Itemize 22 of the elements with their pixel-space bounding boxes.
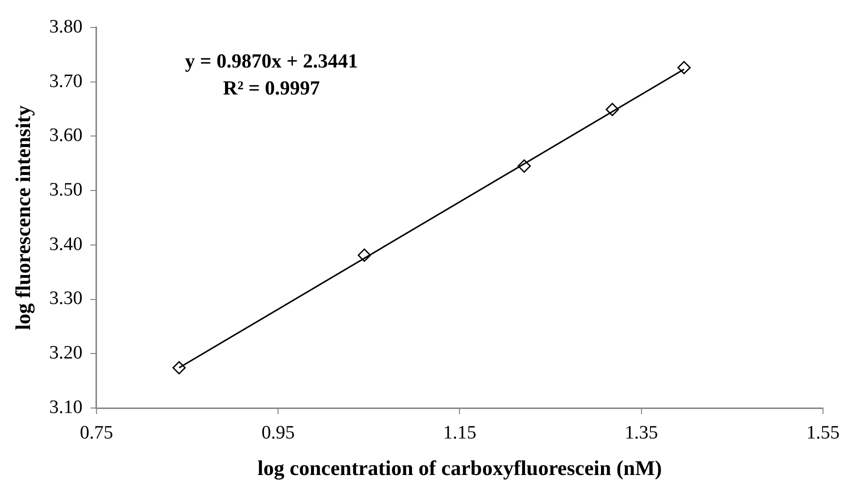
y-tick-label: 3.10 <box>49 396 82 418</box>
y-tick-label: 3.40 <box>49 234 82 255</box>
point <box>606 102 619 116</box>
y-axis-title: log fluorescence intensity <box>11 104 36 330</box>
point <box>518 159 531 173</box>
x-tick-label: 0.75 <box>80 422 114 444</box>
point <box>172 361 186 374</box>
x-tick-label: 1.35 <box>624 422 658 444</box>
point <box>358 248 372 262</box>
y-tick-label: 3.50 <box>49 180 82 200</box>
annotation: R² = 0.9997 <box>223 77 320 100</box>
y-tick-label: 3.60 <box>49 125 82 146</box>
x-axis-title: log concentration of carboxyfluorescein (nM) <box>258 456 662 480</box>
y-tick-label: 3.80 <box>49 16 82 38</box>
x-tick-label: 1.15 <box>443 422 476 444</box>
y-tick-label: 3.20 <box>49 342 82 364</box>
x-tick-label: 0.95 <box>261 422 295 444</box>
x-tick-label: 1.55 <box>806 422 840 444</box>
annotation: y = 0.9870x + 2.3441 <box>185 50 358 72</box>
point <box>677 60 691 74</box>
y-tick-label: 3.30 <box>49 288 82 310</box>
y-tick-label: 3.70 <box>49 70 82 92</box>
